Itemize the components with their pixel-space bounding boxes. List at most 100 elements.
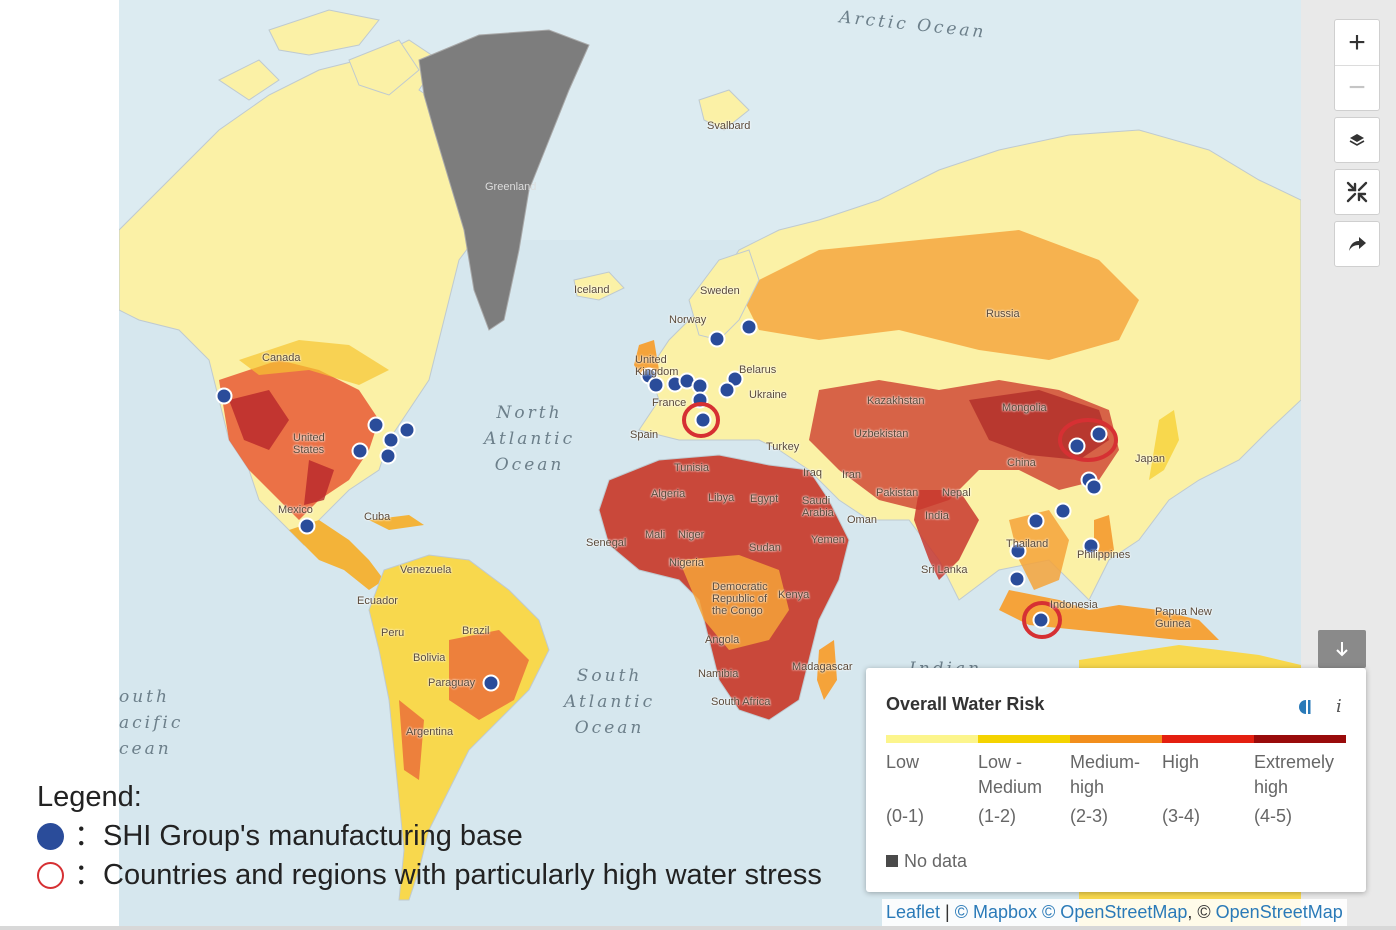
- bottom-border: [0, 926, 1396, 930]
- cuba-island: [369, 515, 424, 530]
- info-icon[interactable]: i: [1336, 696, 1342, 717]
- base-marker[interactable]: [482, 674, 500, 692]
- label-pakistan: Pakistan: [876, 487, 919, 499]
- label-iceland: Iceland: [574, 284, 610, 296]
- label-algeria: Algeria: [651, 488, 686, 500]
- label-papua-new-guinea: Papua New Guinea: [1155, 606, 1212, 630]
- base-marker[interactable]: [367, 416, 385, 434]
- base-marker[interactable]: [215, 387, 233, 405]
- base-marker[interactable]: [708, 330, 726, 348]
- legend-no-data: No data: [886, 851, 967, 872]
- map-attribution: Leaflet | © Mapbox © OpenStreetMap, © Op…: [882, 899, 1347, 926]
- world-map[interactable]: Arctic Ocean North Atlantic Ocean South …: [119, 0, 1301, 926]
- zoom-out-button[interactable]: −: [1335, 65, 1379, 110]
- svalbard-islands: [698, 89, 750, 131]
- central-africa-area: [679, 555, 789, 650]
- layers-button[interactable]: [1334, 117, 1380, 163]
- label-russia: Russia: [986, 308, 1020, 320]
- label-sri-lanka: Sri Lanka: [921, 564, 968, 576]
- overlay-legend-title: Legend:: [37, 781, 142, 813]
- base-marker[interactable]: [382, 431, 400, 449]
- label-belarus: Belarus: [739, 364, 777, 376]
- stress-ring-china[interactable]: [1058, 418, 1118, 462]
- mapbox-link[interactable]: © Mapbox: [954, 902, 1038, 922]
- label-china: China: [1007, 457, 1036, 469]
- label-greenland: Greenland: [485, 181, 537, 193]
- label-oman: Oman: [847, 514, 877, 526]
- base-marker[interactable]: [1054, 502, 1072, 520]
- base-marker[interactable]: [718, 381, 736, 399]
- label-egypt: Egypt: [750, 493, 779, 505]
- base-marker[interactable]: [351, 442, 369, 460]
- base-marker[interactable]: [1008, 570, 1026, 588]
- zoom-control: + −: [1334, 19, 1380, 111]
- legend-bar-low: [886, 735, 978, 743]
- toggle-legend-button[interactable]: [1318, 630, 1366, 668]
- label-france: France: [652, 397, 687, 409]
- compress-button[interactable]: [1334, 169, 1380, 215]
- stress-ring-indonesia[interactable]: [1022, 601, 1062, 639]
- legend-range-extremely-high: (4-5): [1254, 806, 1293, 826]
- base-marker[interactable]: [1027, 512, 1045, 530]
- base-marker[interactable]: [694, 411, 712, 429]
- attribution-separator-2: , ©: [1187, 902, 1216, 922]
- japan-islands: [1149, 410, 1179, 480]
- base-marker[interactable]: [1032, 611, 1050, 629]
- label-india: India: [925, 510, 949, 522]
- arctic-archipelago: [218, 9, 420, 101]
- label-bolivia: Bolivia: [413, 652, 446, 664]
- base-marker[interactable]: [1085, 478, 1103, 496]
- legend-cat-high: High: [1162, 752, 1200, 772]
- label-kazakhstan: Kazakhstan: [867, 395, 925, 407]
- label-paraguay: Paraguay: [428, 677, 476, 689]
- overlay-legend-stress-text: ：Countries and regions with particularly…: [74, 859, 822, 891]
- base-marker[interactable]: [1068, 437, 1086, 455]
- label-brazil: Brazil: [462, 625, 490, 637]
- map-canvas[interactable]: [119, 0, 1301, 926]
- stress-ring-europe[interactable]: [682, 402, 720, 438]
- label-namibia: Namibia: [698, 668, 739, 680]
- label-philippines: Philippines: [1077, 549, 1131, 561]
- stress-ring-icon: [37, 862, 64, 889]
- compress-arrows-icon: [1346, 181, 1368, 203]
- share-button[interactable]: [1334, 221, 1380, 267]
- overlay-legend: Legend: ：SHI Group's manufacturing base …: [37, 778, 822, 895]
- legend-bar-high: [1162, 735, 1254, 743]
- leaflet-link[interactable]: Leaflet: [886, 902, 941, 922]
- arrow-down-icon: [1336, 642, 1348, 657]
- label-uzbekistan: Uzbekistan: [854, 428, 909, 440]
- osm-link-2[interactable]: OpenStreetMap: [1215, 902, 1343, 922]
- osm-link-1[interactable]: © OpenStreetMap: [1037, 902, 1188, 922]
- label-mexico: Mexico: [278, 504, 313, 516]
- iceland-island: [573, 271, 625, 301]
- label-ukraine: Ukraine: [749, 389, 787, 401]
- label-niger: Niger: [678, 529, 705, 541]
- legend-range-high: (3-4): [1162, 806, 1201, 826]
- base-marker[interactable]: [1090, 425, 1108, 443]
- base-marker[interactable]: [1009, 542, 1027, 560]
- legend-bar-medium-high: [1070, 735, 1162, 743]
- base-marker[interactable]: [1082, 537, 1100, 555]
- southeast-asia-area: [1009, 510, 1069, 590]
- zoom-in-button[interactable]: +: [1348, 25, 1366, 59]
- label-tunisia: Tunisia: [674, 462, 710, 474]
- water-risk-legend: Overall Water Risk i Low Low - Medium Me…: [866, 668, 1366, 892]
- legend-range-low: (0-1): [886, 806, 925, 826]
- legend-range-medium-high: (2-3): [1070, 806, 1109, 826]
- north-atlantic-label: North Atlantic Ocean: [484, 403, 576, 475]
- no-data-swatch: [886, 855, 898, 867]
- central-america-landmass: [289, 520, 384, 590]
- base-marker[interactable]: [647, 376, 665, 394]
- layers-icon: [1349, 134, 1365, 146]
- base-marker[interactable]: [740, 318, 758, 336]
- label-nigeria: Nigeria: [669, 557, 704, 569]
- label-sweden: Sweden: [700, 285, 740, 297]
- base-marker[interactable]: [691, 377, 709, 395]
- base-marker[interactable]: [298, 517, 316, 535]
- base-marker[interactable]: [379, 447, 397, 465]
- scandinavia: [688, 249, 760, 341]
- half-circle-icon[interactable]: [1298, 699, 1314, 715]
- indonesia-islands: [999, 590, 1219, 640]
- base-marker[interactable]: [398, 421, 416, 439]
